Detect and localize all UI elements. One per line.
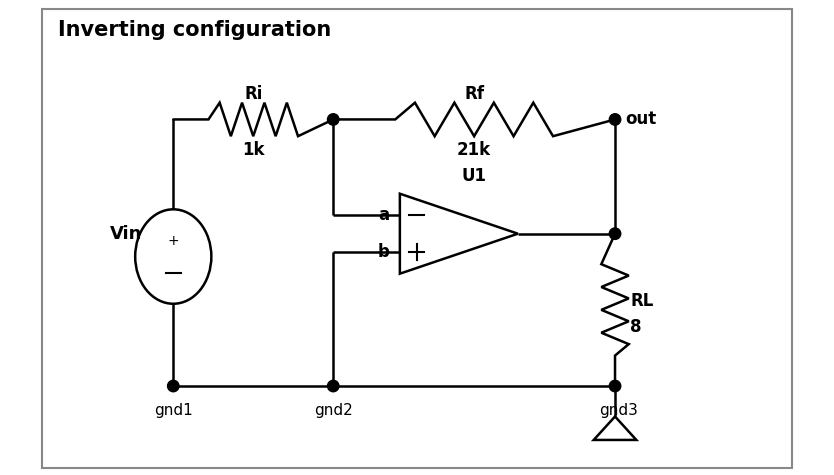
Text: out: out bbox=[626, 111, 657, 128]
Polygon shape bbox=[399, 194, 518, 274]
Text: gnd2: gnd2 bbox=[314, 403, 353, 418]
Text: a: a bbox=[378, 206, 389, 224]
Text: Vin: Vin bbox=[110, 225, 143, 243]
Text: RL: RL bbox=[631, 292, 654, 310]
Text: gnd3: gnd3 bbox=[600, 403, 638, 418]
Text: 8: 8 bbox=[631, 318, 641, 336]
Circle shape bbox=[168, 380, 179, 392]
Text: 1k: 1k bbox=[242, 141, 264, 159]
Circle shape bbox=[328, 380, 339, 392]
FancyBboxPatch shape bbox=[43, 9, 791, 467]
Ellipse shape bbox=[135, 209, 211, 304]
Text: Rf: Rf bbox=[465, 85, 484, 103]
Text: b: b bbox=[377, 243, 389, 261]
Text: U1: U1 bbox=[462, 167, 486, 185]
Text: +: + bbox=[168, 234, 179, 247]
Circle shape bbox=[610, 228, 620, 239]
Text: gnd1: gnd1 bbox=[154, 403, 193, 418]
Circle shape bbox=[610, 380, 620, 392]
Circle shape bbox=[328, 114, 339, 125]
Polygon shape bbox=[594, 417, 636, 440]
Text: Inverting configuration: Inverting configuration bbox=[58, 20, 331, 40]
Circle shape bbox=[610, 114, 620, 125]
Text: 21k: 21k bbox=[457, 141, 491, 159]
Text: Ri: Ri bbox=[244, 85, 263, 103]
